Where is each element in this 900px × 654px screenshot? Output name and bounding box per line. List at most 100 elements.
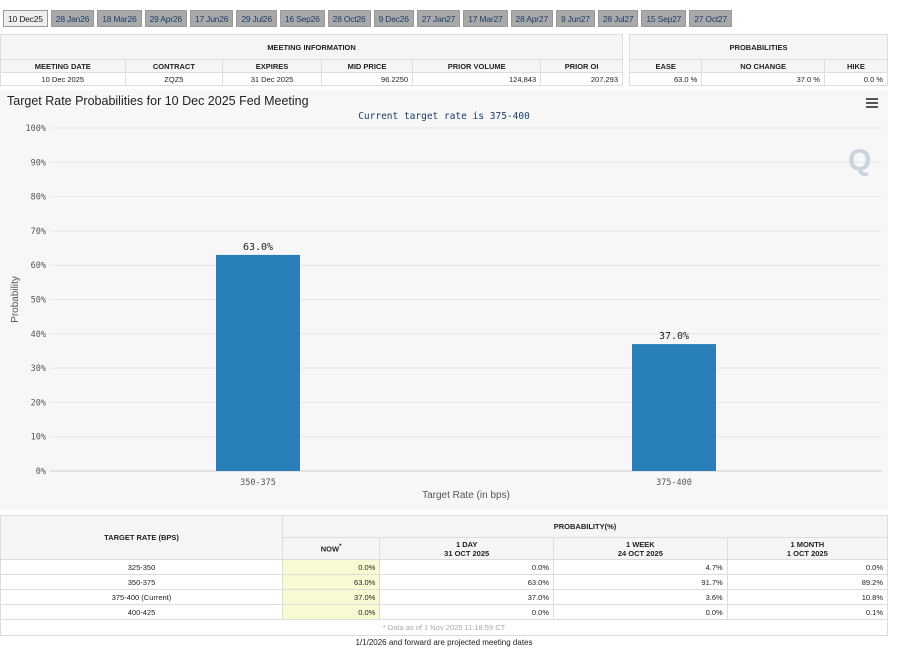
ease: 63.0 %	[628, 72, 703, 86]
table-row: 325-350 0.0% 0.0% 4.7% 0.0%	[0, 559, 889, 575]
probability-cell: 0.1%	[726, 604, 889, 620]
prior-volume: 124,843	[412, 72, 542, 86]
tab-9-jun27[interactable]: 9 Jun27	[555, 10, 595, 27]
period-label: 1 DAY	[455, 539, 478, 549]
probability-cell: 0.0%	[726, 559, 889, 575]
probability-history-table: TARGET RATE (BPS) PROBABILITY(%) NOW* 1 DA…	[0, 515, 889, 636]
y-tick-label: 80%	[31, 193, 46, 203]
y-tick-label: 0%	[36, 467, 46, 477]
data-label: 63.0%	[243, 242, 273, 253]
period-header: 1 DAY 31 OCT 2025	[379, 537, 555, 560]
x-axis-label: Target Rate (in bps)	[422, 490, 510, 501]
tab-10-dec25[interactable]: 10 Dec25	[3, 10, 48, 27]
tab-29-jul26[interactable]: 29 Jul26	[236, 10, 277, 27]
hdr: MEETING DATE	[0, 59, 126, 73]
data-note: * Data as of 1 Nov 2025 11:19:59 CT	[0, 619, 888, 636]
meeting-info-title: MEETING INFORMATION	[0, 34, 623, 60]
probability-cell: 37.0%	[379, 589, 555, 605]
tab-18-mar26[interactable]: 18 Mar26	[97, 10, 142, 27]
table-row: 400-425 0.0% 0.0% 0.0% 0.1%	[0, 604, 889, 620]
mid-price: 96.2250	[320, 72, 414, 86]
probability-cell: 0.0%	[379, 559, 555, 575]
chart-title: Target Rate Probabilities for 10 Dec 202…	[7, 94, 309, 108]
period-date: 24 OCT 2025	[617, 548, 663, 558]
tab-28-jan26[interactable]: 28 Jan26	[50, 10, 95, 27]
y-tick-label: 100%	[26, 124, 46, 134]
probability-cell: 91.7%	[553, 574, 728, 590]
probability-cell: 4.7%	[553, 559, 728, 575]
probability-cell: 0.0%	[281, 604, 381, 620]
hdr: NO CHANGE	[701, 59, 825, 73]
period-label: 1 MONTH	[790, 539, 825, 549]
y-tick-label: 40%	[31, 330, 46, 340]
chart-subtitle: Current target rate is 375-400	[358, 111, 530, 122]
expires: 31 Dec 2025	[222, 72, 322, 86]
hdr: EASE	[628, 59, 703, 73]
tab-27-jan27[interactable]: 27 Jan27	[416, 10, 461, 27]
tab-17-jun26[interactable]: 17 Jun26	[189, 10, 234, 27]
contract: ZQZ5	[124, 72, 224, 86]
period-label: 1 WEEK	[625, 539, 655, 549]
hdr: PRIOR VOLUME	[412, 59, 542, 73]
probability-cell: 0.0%	[379, 604, 555, 620]
probabilities-title: PROBABILITIES	[629, 34, 888, 60]
probability-cell: 63.0%	[379, 574, 555, 590]
data-label: 37.0%	[659, 331, 689, 342]
hdr: CONTRACT	[124, 59, 224, 73]
probability-cell: 0.0%	[553, 604, 728, 620]
y-tick-label: 70%	[31, 227, 46, 237]
y-tick-label: 20%	[31, 398, 46, 408]
probabilities-table: PROBABILITIES EASE NO CHANGE HIKE 63.0 % 37…	[628, 34, 889, 86]
bar	[632, 344, 716, 471]
y-axis-label: Probability	[10, 276, 21, 323]
meeting-tabs: 10 Dec25 28 Jan26 18 Mar26 29 Apr26 17 Jun26…	[3, 10, 733, 27]
bar	[216, 254, 300, 471]
y-tick-label: 30%	[31, 364, 46, 374]
hike: 0.0 %	[823, 72, 889, 86]
meeting-information-table: MEETING INFORMATION MEETING DATE CONTRACT…	[0, 34, 623, 86]
table-row: 350-375 63.0% 63.0% 91.7% 89.2%	[0, 574, 889, 590]
y-tick-label: 10%	[31, 433, 46, 443]
target-rate-header: TARGET RATE (BPS)	[0, 515, 283, 560]
probability-cell: 89.2%	[726, 574, 889, 590]
hdr: PRIOR OI	[540, 59, 623, 73]
tab-28-oct26[interactable]: 28 Oct26	[327, 10, 371, 27]
rate-cell: 325-350	[0, 559, 283, 575]
tab-29-apr26[interactable]: 29 Apr26	[144, 10, 187, 27]
hamburger-menu-icon[interactable]	[866, 98, 878, 110]
tab-28-apr27[interactable]: 28 Apr27	[510, 10, 553, 27]
x-tick-label: 375-400	[656, 478, 692, 488]
probability-cell: 3.6%	[553, 589, 728, 605]
hdr: MID PRICE	[320, 59, 414, 73]
probability-cell: 0.0%	[281, 559, 381, 575]
probability-header: PROBABILITY(%)	[282, 515, 888, 538]
probability-cell: 63.0%	[281, 574, 381, 590]
tab-17-mar27[interactable]: 17 Mar27	[463, 10, 508, 27]
hdr: HIKE	[823, 59, 889, 73]
now-marker: *	[339, 543, 342, 551]
probability-cell: 37.0%	[281, 589, 381, 605]
rate-cell: 350-375	[0, 574, 283, 590]
rate-cell: 375-400 (Current)	[0, 589, 283, 605]
period-label: NOW	[320, 544, 340, 554]
tab-28-jul27[interactable]: 28 Jul27	[597, 10, 639, 27]
meeting-date: 10 Dec 2025	[0, 72, 126, 86]
bar-chart: 0% 10% 20% 30% 40% 50% 60% 70% 80% 90% 100% 63.0% 35…	[10, 124, 882, 501]
table-row: 375-400 (Current) 37.0% 37.0% 3.6% 10.8%	[0, 589, 889, 605]
period-header: 1 MONTH 1 OCT 2025	[726, 537, 889, 560]
rate-cell: 400-425	[0, 604, 283, 620]
footer-note: 1/1/2026 and forward are projected meeti…	[355, 638, 533, 647]
tab-9-dec26[interactable]: 9 Dec26	[373, 10, 414, 27]
x-tick-label: 350-375	[240, 478, 276, 488]
tab-27-oct27[interactable]: 27 Oct27	[689, 10, 733, 27]
period-header: NOW*	[281, 537, 381, 560]
period-header: 1 WEEK 24 OCT 2025	[553, 537, 728, 560]
period-date: 1 OCT 2025	[786, 548, 828, 558]
hdr: EXPIRES	[222, 59, 322, 73]
probability-cell: 10.8%	[726, 589, 889, 605]
tab-16-sep26[interactable]: 16 Sep26	[279, 10, 325, 27]
watermark-q-logo: Q	[848, 144, 871, 177]
chart-panel: 0% 10% 20% 30% 40% 50% 60% 70% 80% 90% 100% 63.0% 35…	[0, 90, 888, 510]
tab-15-sep27[interactable]: 15 Sep27	[641, 10, 687, 27]
period-date: 31 OCT 2025	[444, 548, 490, 558]
